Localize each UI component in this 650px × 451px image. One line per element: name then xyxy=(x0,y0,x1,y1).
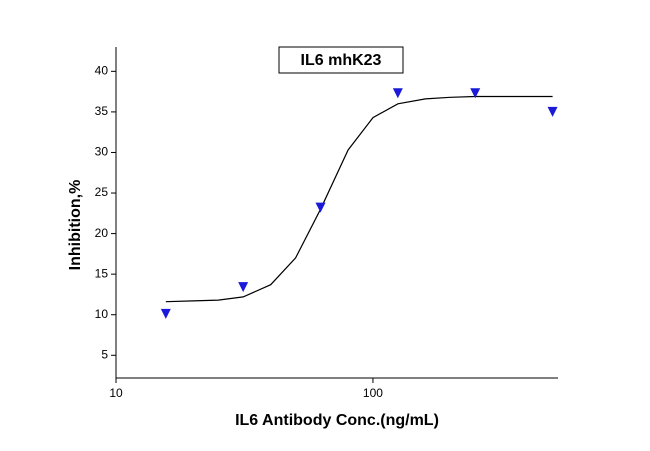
y-tick-label: 35 xyxy=(95,104,109,118)
data-point xyxy=(470,88,481,99)
fit-curve xyxy=(165,95,553,303)
y-tick-label: 15 xyxy=(95,266,109,280)
data-point xyxy=(238,282,249,293)
y-tick-label: 20 xyxy=(95,226,109,240)
data-point xyxy=(315,202,326,213)
data-point xyxy=(392,88,403,99)
x-tick-label: 100 xyxy=(363,386,383,400)
x-tick-label: 10 xyxy=(109,386,123,400)
y-tick-label: 5 xyxy=(101,347,108,361)
title-box xyxy=(278,46,404,74)
data-point xyxy=(547,106,558,117)
data-point xyxy=(160,308,171,319)
y-tick-label: 10 xyxy=(95,307,109,321)
y-tick-label: 40 xyxy=(95,64,109,78)
x-axis-label: IL6 Antibody Conc.(ng/mL) xyxy=(235,412,439,429)
y-tick-label: 25 xyxy=(95,185,109,199)
y-tick-label: 30 xyxy=(95,145,109,159)
y-axis-label: Inhibition,% xyxy=(67,180,84,271)
chart-title: IL6 mhK23 xyxy=(301,52,382,69)
